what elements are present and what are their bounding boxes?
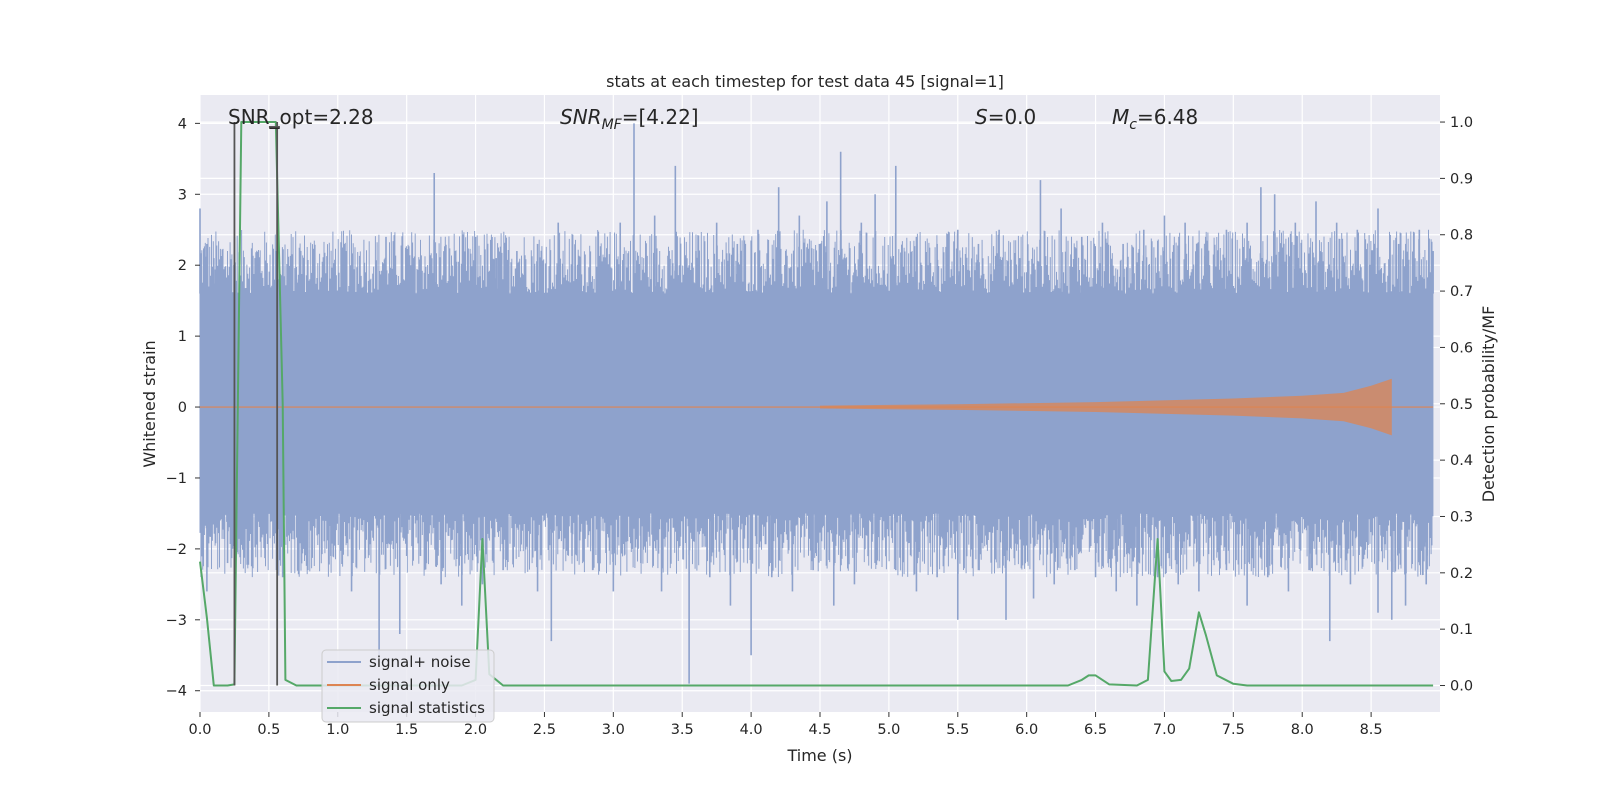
y-tick-2: 2 [178, 258, 187, 274]
y2-tick-5: 0.5 [1450, 397, 1473, 413]
y-tick-3: 1 [178, 329, 187, 345]
mc-annotation: Mc=6.48 [1112, 105, 1198, 133]
s-value: =0.0 [988, 105, 1037, 129]
annotations: SNR_opt=2.28 SNRMF=[4.22] S=0.0 Mc=6.48 [228, 105, 1198, 133]
snr-mf-value: =[4.22] [622, 105, 699, 129]
y-tick-1: 3 [178, 187, 187, 203]
y2-tick-0: 1.0 [1450, 115, 1473, 131]
x-tick-11: 5.5 [946, 722, 969, 738]
mc-base: M [1112, 105, 1129, 129]
y-axis-label: Whitened strain [140, 340, 159, 467]
x-tick-13: 6.5 [1084, 722, 1107, 738]
x-tick-0: 0.0 [188, 722, 211, 738]
y-tick-7: −3 [166, 613, 187, 629]
y-tick-0: 4 [178, 116, 187, 132]
legend-label-signal-only: signal only [369, 676, 450, 694]
snr-mf-annotation: SNRMF=[4.22] [560, 105, 699, 133]
marker-layer [233, 122, 280, 686]
snr-mf-base: SNR [560, 105, 602, 129]
y-right-axis-label: Detection probability/MF [1479, 306, 1498, 503]
legend-label-signal-statistics: signal statistics [369, 699, 485, 717]
y2-tick-4: 0.6 [1450, 340, 1473, 356]
y2-tick-7: 0.3 [1450, 509, 1473, 525]
x-tick-16: 8.0 [1291, 722, 1314, 738]
x-tick-5: 2.5 [533, 722, 556, 738]
x-tick-2: 1.0 [326, 722, 349, 738]
x-tick-3: 1.5 [395, 722, 418, 738]
x-tick-14: 7.0 [1153, 722, 1176, 738]
legend-box [321, 649, 495, 723]
y-right-axis-ticks: 1.0 0.9 0.8 0.7 0.6 0.5 0.4 0.3 0.2 0.1 0.0 [1440, 115, 1473, 695]
y2-tick-1: 0.9 [1450, 171, 1473, 187]
x-tick-10: 5.0 [877, 722, 900, 738]
y-tick-6: −2 [166, 542, 187, 558]
x-tick-9: 4.5 [808, 722, 831, 738]
snr-mf-sub: MF [602, 117, 623, 133]
y2-tick-10: 0.0 [1450, 679, 1473, 695]
snr-opt-annotation: SNR_opt=2.28 [228, 105, 374, 129]
y2-tick-3: 0.7 [1450, 284, 1473, 300]
mc-value: =6.48 [1137, 105, 1198, 129]
stats-layer [199, 121, 1434, 687]
y-tick-8: −4 [166, 684, 187, 700]
y-tick-5: −1 [166, 471, 187, 487]
y2-tick-8: 0.2 [1450, 566, 1473, 582]
legend: signal+ noise signal only signal statist… [321, 649, 495, 723]
s-annotation: S=0.0 [975, 105, 1036, 129]
mc-sub: c [1129, 117, 1137, 133]
y-axis-ticks: 4 3 2 1 0 −1 −2 −3 −4 [166, 116, 200, 700]
x-tick-8: 4.0 [740, 722, 763, 738]
x-tick-12: 6.0 [1015, 722, 1038, 738]
y2-tick-2: 0.8 [1450, 228, 1473, 244]
x-tick-1: 0.5 [257, 722, 280, 738]
noise-fine-trace [199, 229, 1434, 578]
x-tick-7: 3.5 [671, 722, 694, 738]
x-tick-4: 2.0 [464, 722, 487, 738]
y-tick-4: 0 [178, 400, 187, 416]
x-tick-15: 7.5 [1222, 722, 1245, 738]
x-axis-label: Time (s) [786, 746, 852, 765]
legend-label-signal-noise: signal+ noise [369, 653, 471, 671]
x-tick-6: 3.0 [602, 722, 625, 738]
s-base: S [975, 105, 988, 129]
stats-line [199, 121, 1434, 687]
x-tick-17: 8.5 [1360, 722, 1383, 738]
signal-layer [200, 378, 1434, 436]
signal-chirp [820, 378, 1392, 436]
y2-tick-6: 0.4 [1450, 453, 1473, 469]
chart-title: stats at each timestep for test data 45 … [606, 72, 1004, 91]
y2-tick-9: 0.1 [1450, 622, 1473, 638]
